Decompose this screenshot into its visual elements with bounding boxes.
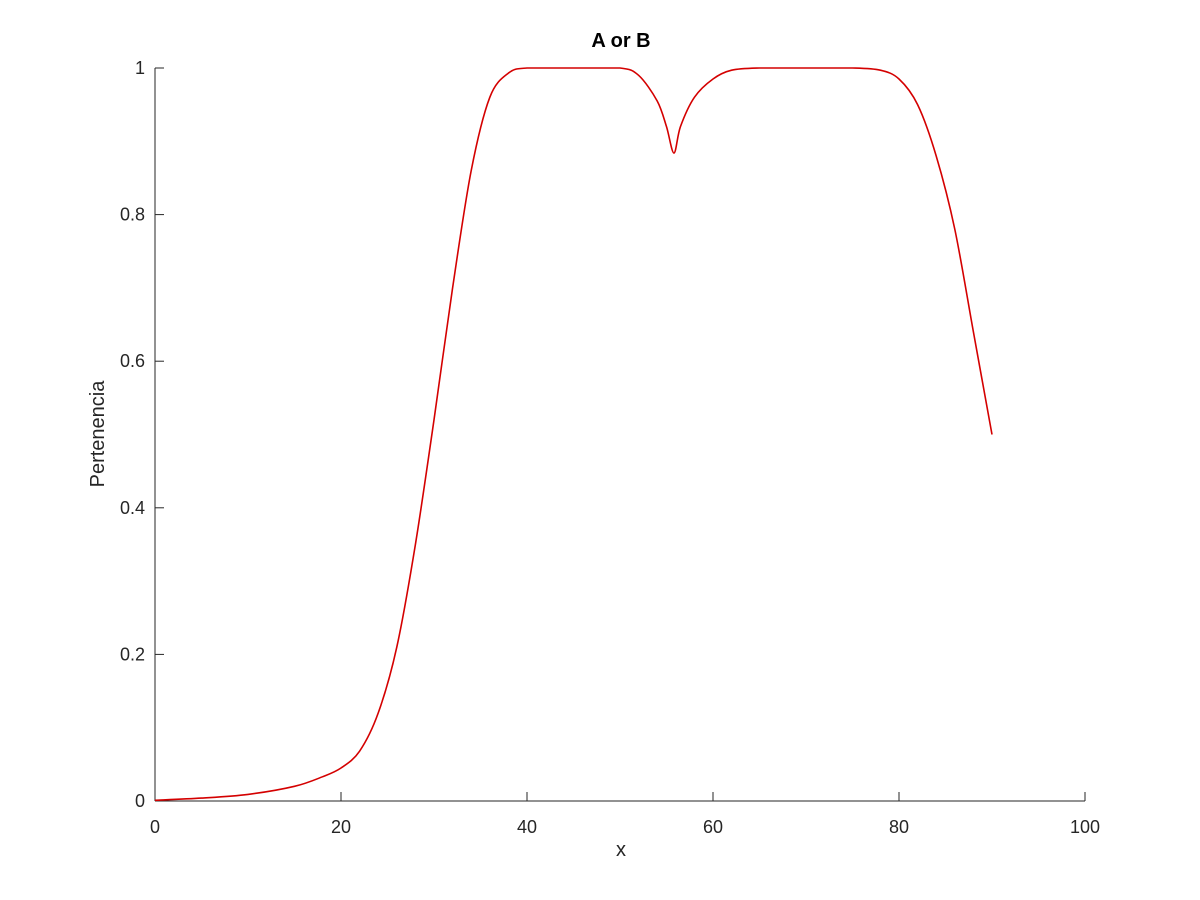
y-tick-label: 0.8 <box>120 205 145 225</box>
y-tick-label: 0.6 <box>120 351 145 371</box>
chart-title: A or B <box>591 30 650 52</box>
y-tick-label: 0.4 <box>120 498 145 518</box>
series-line <box>154 67 993 802</box>
x-tick-label: 20 <box>331 817 351 837</box>
y-tick-label: 0 <box>135 791 145 811</box>
x-tick-label: 80 <box>889 817 909 837</box>
axes: 0 20 40 60 80 100 0 0.2 0.4 0.6 0.8 1 <box>120 58 1100 837</box>
y-tick-label: 0.2 <box>120 644 145 664</box>
x-tick-label: 0 <box>150 817 160 837</box>
x-tick-label: 40 <box>517 817 537 837</box>
x-tick-label: 60 <box>703 817 723 837</box>
y-axis-label: Pertenencia <box>87 380 109 488</box>
x-axis-label: x <box>616 839 626 861</box>
series-layer <box>154 67 993 802</box>
x-tick-label: 100 <box>1070 817 1100 837</box>
y-tick-label: 1 <box>135 58 145 78</box>
